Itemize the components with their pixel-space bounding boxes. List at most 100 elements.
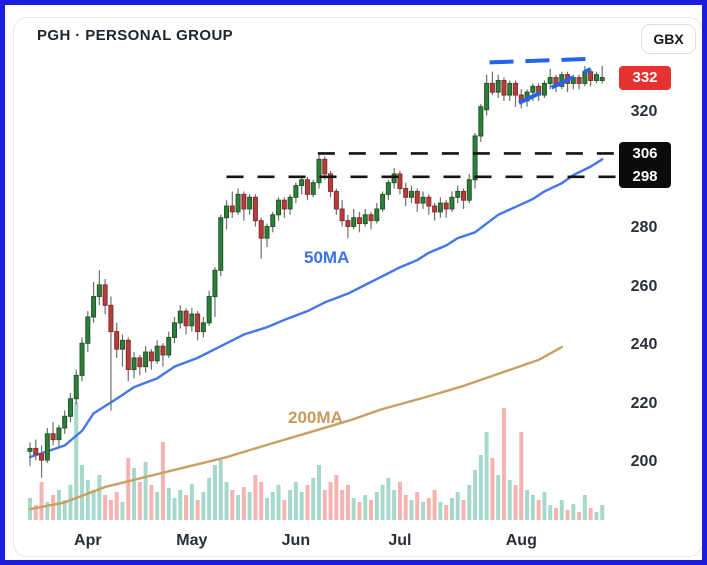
candle (224, 200, 230, 230)
volume-bar (478, 455, 483, 520)
volume-bar (236, 495, 241, 520)
volume-bar (571, 504, 576, 520)
month-tick-label: Aug (505, 532, 537, 549)
candle (466, 173, 472, 204)
volume-bar (39, 482, 44, 520)
candle (333, 188, 339, 215)
volume-bar (33, 505, 38, 520)
volume-bar (247, 492, 252, 520)
candle (96, 270, 102, 306)
candle (39, 445, 45, 478)
currency-button[interactable]: GBX (641, 24, 696, 54)
candle-body (67, 398, 73, 417)
candle-body (310, 182, 316, 195)
volume-bar (155, 492, 160, 520)
candle (397, 171, 403, 195)
volume-bar (230, 490, 235, 520)
candle-body (541, 82, 547, 96)
volume-bar (496, 475, 501, 520)
candle (287, 194, 293, 215)
volume-bar (565, 510, 570, 520)
candle-body (50, 433, 56, 441)
candle-body (489, 82, 495, 93)
candle (316, 153, 322, 189)
candle (541, 80, 547, 98)
flag-support-line (518, 67, 592, 105)
volume-bar (530, 495, 535, 520)
candle-body (108, 304, 114, 333)
candle-body (443, 202, 449, 210)
volume-bar (397, 482, 402, 520)
volume-bar (386, 478, 391, 520)
volume-bar (62, 500, 67, 520)
candle (276, 197, 282, 221)
ma50-line (28, 158, 604, 459)
candle (27, 442, 33, 466)
resistance-badge: 306 (632, 144, 658, 162)
candle (206, 290, 212, 326)
volume-bar (380, 485, 385, 520)
candle (582, 65, 588, 87)
candle (62, 410, 68, 434)
candle-body (576, 77, 582, 84)
volume-bar (126, 458, 131, 520)
candle (177, 305, 183, 329)
volume-bar (160, 442, 165, 520)
volume-bar (409, 500, 414, 520)
candle-body (385, 182, 391, 195)
volume-bar (328, 482, 333, 520)
volume-bar (340, 490, 345, 520)
month-tick-label: Jul (388, 532, 412, 549)
candle-body (316, 158, 322, 184)
candle-body (299, 179, 305, 187)
volume-bar (444, 505, 449, 520)
volume-bar (270, 492, 275, 520)
candle (160, 343, 166, 367)
volume-bar (45, 502, 50, 520)
candle (391, 168, 397, 189)
candle-body (166, 336, 172, 356)
volume-bar (253, 475, 258, 520)
volume-bar (293, 482, 298, 520)
candle (455, 185, 461, 204)
candle (478, 103, 484, 142)
candle (108, 296, 114, 411)
volume-bar (172, 498, 177, 520)
candle-body (501, 79, 507, 96)
candle-body (345, 220, 351, 227)
candle-body (426, 196, 432, 207)
flag-resistance-line (489, 56, 590, 65)
volume-bar (195, 500, 200, 520)
candle (547, 68, 553, 90)
candle-body (137, 357, 143, 368)
candle-body (224, 205, 230, 219)
candle-body (420, 196, 426, 204)
volume-bar (264, 498, 269, 520)
candle-body (466, 179, 472, 201)
candle (310, 179, 316, 198)
ma200-line (28, 345, 563, 511)
support-badge: 298 (632, 167, 658, 185)
candle-body (455, 190, 461, 198)
candle-body (333, 190, 339, 210)
candle (356, 211, 362, 233)
candle (345, 214, 351, 239)
candle (507, 80, 513, 101)
volume-bar (369, 500, 374, 520)
candle-body (507, 82, 513, 96)
candle (79, 337, 85, 382)
volume-bar (97, 475, 102, 520)
volume-bar (56, 490, 61, 520)
candle (119, 334, 125, 367)
price-chart-canvas[interactable] (5, 5, 707, 565)
volume-bar (212, 465, 217, 520)
price-tick-label: 200 (630, 453, 658, 470)
volume-bar (588, 508, 593, 520)
candle (576, 74, 582, 90)
candle (513, 80, 519, 107)
volume-bar (357, 502, 362, 520)
volume-bar (484, 432, 489, 520)
trendlines-layer (489, 56, 592, 105)
volume-bar (276, 485, 281, 520)
candle-body (252, 196, 258, 222)
